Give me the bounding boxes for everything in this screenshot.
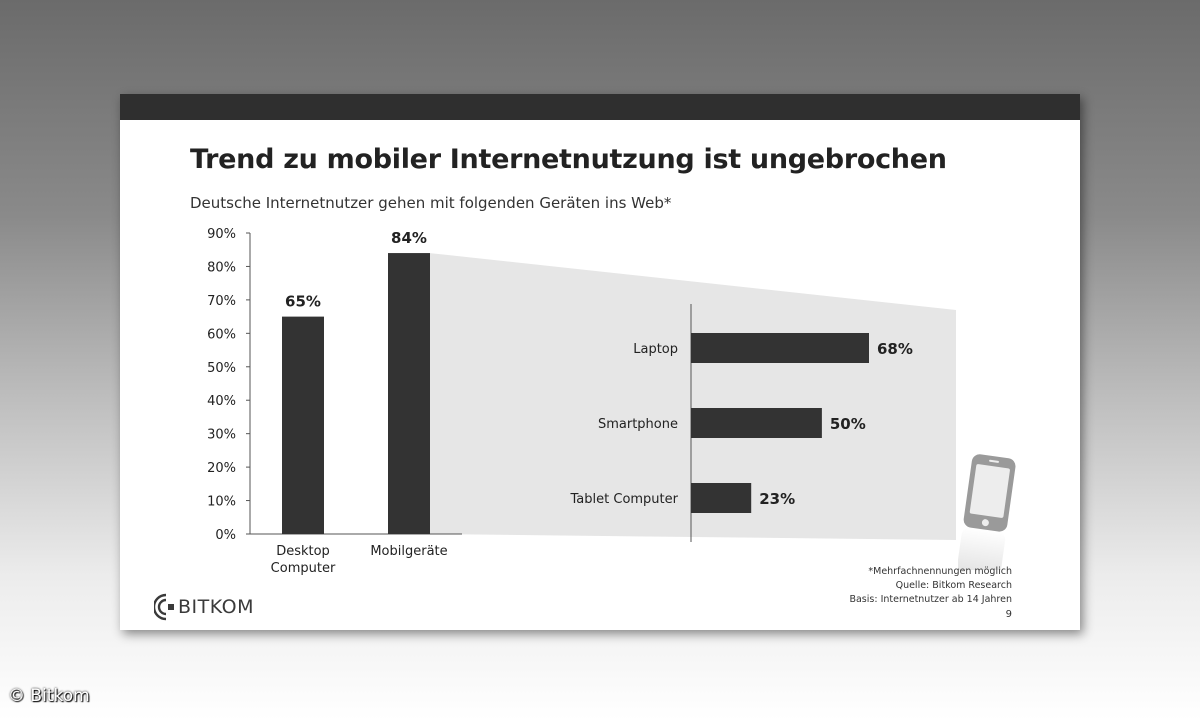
breakdown-category-label: Laptop <box>633 342 678 357</box>
slide: Trend zu mobiler Internetnutzung ist ung… <box>120 94 1080 630</box>
breakdown-panel <box>430 253 956 541</box>
y-tick-label: 60% <box>207 327 236 342</box>
y-tick-label: 40% <box>207 394 236 409</box>
slide-subtitle: Deutsche Internetnutzer gehen mit folgen… <box>190 194 672 212</box>
footnote-basis: Basis: Internetnutzer ab 14 Jahren <box>849 594 1012 605</box>
breakdown-bar <box>691 408 822 438</box>
bar-value-label: 84% <box>391 229 427 247</box>
slide-header-bar <box>120 94 1080 120</box>
y-tick-label: 80% <box>207 260 236 275</box>
bar <box>282 316 324 534</box>
breakdown-value-label: 68% <box>877 340 913 358</box>
y-tick-label: 50% <box>207 361 236 376</box>
x-category-label: Mobilgeräte <box>370 544 447 559</box>
y-tick-label: 0% <box>215 528 236 543</box>
bar <box>388 253 430 535</box>
breakdown-bar <box>691 483 752 513</box>
bitkom-logo-mark <box>154 593 174 621</box>
y-tick-label: 20% <box>207 461 236 476</box>
breakdown-category-label: Smartphone <box>598 417 678 432</box>
x-category-label: Desktop <box>276 544 330 559</box>
footnote-multiple-answers: *Mehrfachnennungen möglich <box>868 566 1012 577</box>
bitkom-logo: BITKOM <box>154 590 284 624</box>
y-tick-label: 90% <box>207 227 236 242</box>
bar-chart: 0% 10% 20% 30% 40% 50% 60% 70% 80% 90% 65% Desktop C… <box>207 227 956 576</box>
breakdown-category-label: Tablet Computer <box>570 492 679 507</box>
bar-value-label: 65% <box>285 293 321 311</box>
y-tick-label: 30% <box>207 428 236 443</box>
page-number: 9 <box>1005 609 1012 620</box>
breakdown-value-label: 23% <box>759 490 795 508</box>
slide-title: Trend zu mobiler Internetnutzung ist ung… <box>190 144 947 175</box>
smartphone-icon <box>958 454 1016 570</box>
breakdown-value-label: 50% <box>830 415 866 433</box>
logo-wordmark: BITKOM <box>178 596 255 618</box>
copyright-text: © Bitkom <box>8 686 90 706</box>
breakdown-bar <box>691 333 869 363</box>
footnote-source: Quelle: Bitkom Research <box>895 580 1012 591</box>
y-tick-label: 10% <box>207 495 236 510</box>
x-category-label: Computer <box>271 561 336 576</box>
y-tick-label: 70% <box>207 294 236 309</box>
